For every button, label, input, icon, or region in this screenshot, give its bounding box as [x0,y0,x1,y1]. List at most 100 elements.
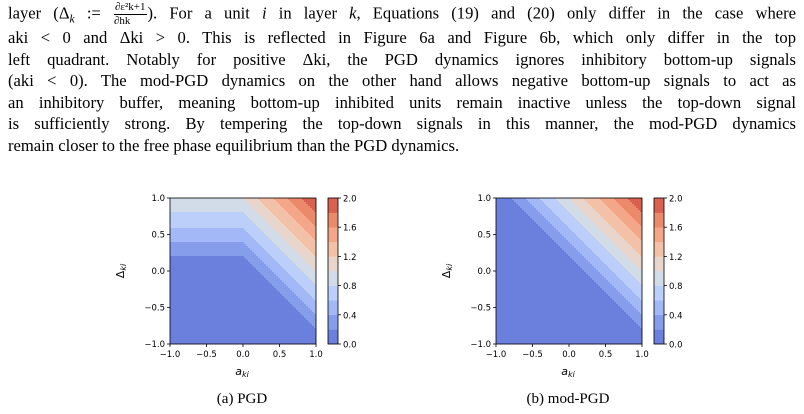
heatmap-cell [274,284,277,287]
heatmap-cell [296,214,299,217]
heatmap-cell [284,280,287,283]
heatmap-cell [206,286,209,289]
heatmap-cell [230,338,233,341]
heatmap-cell [290,206,293,209]
heatmap-cell [272,322,275,325]
heatmap-cell [196,296,199,299]
heatmap-cell [244,274,247,277]
heatmap-cell [274,224,277,227]
heatmap-cell [210,256,213,259]
heatmap-cell [184,274,187,277]
heatmap-cell [220,276,223,279]
heatmap-cell [244,266,247,269]
heatmap-cell [262,204,265,207]
heatmap-cell [270,314,273,317]
heatmap-cell [186,260,189,263]
heatmap-cell [230,326,233,329]
heatmap-cell [182,330,185,333]
heatmap-cell [266,262,269,265]
heatmap-cell [302,210,305,213]
heatmap-cell [284,324,287,327]
heatmap-cell [302,338,305,341]
heatmap-cell [216,316,219,319]
heatmap-cell [218,294,221,297]
heatmap-cell [254,272,257,275]
heatmap-cell [192,198,195,201]
heatmap-cell [254,234,257,237]
heatmap-cell [276,286,279,289]
heatmap-cell [278,234,281,237]
heatmap-cell [170,302,173,305]
heatmap-cell [230,264,233,267]
heatmap-cell [184,264,187,267]
heatmap-cell [298,250,301,253]
heatmap-cell [290,218,293,221]
heatmap-cell [282,244,285,247]
heatmap-cell [240,334,243,337]
heatmap-cell [276,228,279,231]
heatmap-cell [184,322,187,325]
heatmap-cell [188,254,191,257]
heatmap-cell [296,282,299,285]
heatmap-cell [270,288,273,291]
heatmap-cell [236,304,239,307]
heatmap-cell [200,312,203,315]
heatmap-cell [304,242,307,245]
heatmap-cell [186,324,189,327]
heatmap-cell [188,338,191,341]
heatmap-cell [306,238,309,241]
heatmap-cell [180,230,183,233]
heatmap-cell [240,340,243,343]
heatmap-cell [224,292,227,295]
heatmap-cell [190,244,193,247]
heatmap-cell [254,286,257,289]
heatmap-cell [238,250,241,253]
heatmap-cell [304,270,307,273]
heatmap-cell [220,220,223,223]
heatmap-cell [208,338,211,341]
heatmap-cell [228,272,231,275]
heatmap-cell [280,268,283,271]
heatmap-cell [298,200,301,203]
heatmap-cell [184,272,187,275]
heatmap-cell [276,260,279,263]
heatmap-cell [202,210,205,213]
heatmap-cell [214,262,217,265]
heatmap-cell [204,204,207,207]
heatmap-cell [254,330,257,333]
heatmap-cell [294,232,297,235]
heatmap-cell [284,270,287,273]
heatmap-cell [198,314,201,317]
heatmap-cell [298,310,301,313]
heatmap-cell [188,250,191,253]
heatmap-cell [218,264,221,267]
heatmap-cell [208,272,211,275]
heatmap-cell [226,198,229,201]
heatmap-cell [180,288,183,291]
heatmap-cell [300,272,303,275]
heatmap-cell [258,206,261,209]
heatmap-cell [248,272,251,275]
heatmap-cell [212,256,215,259]
heatmap-cell [234,244,237,247]
heatmap-cell [174,200,177,203]
heatmap-cell [196,270,199,273]
heatmap-cell [306,204,309,207]
heatmap-cell [240,314,243,317]
heatmap-cell [184,316,187,319]
heatmap-cell [292,218,295,221]
heatmap-cell [200,266,203,269]
heatmap-cell [292,338,295,341]
heatmap-cell [206,264,209,267]
heatmap-cell [228,248,231,251]
heatmap-cell [246,276,249,279]
heatmap-cell [198,290,201,293]
heatmap-cell [188,206,191,209]
heatmap-cell [224,218,227,221]
heatmap-cell [208,260,211,263]
heatmap-cell [294,240,297,243]
heatmap-cell [294,236,297,239]
heatmap-cell [206,200,209,203]
heatmap-cell [238,212,241,215]
heatmap-cell [178,280,181,283]
